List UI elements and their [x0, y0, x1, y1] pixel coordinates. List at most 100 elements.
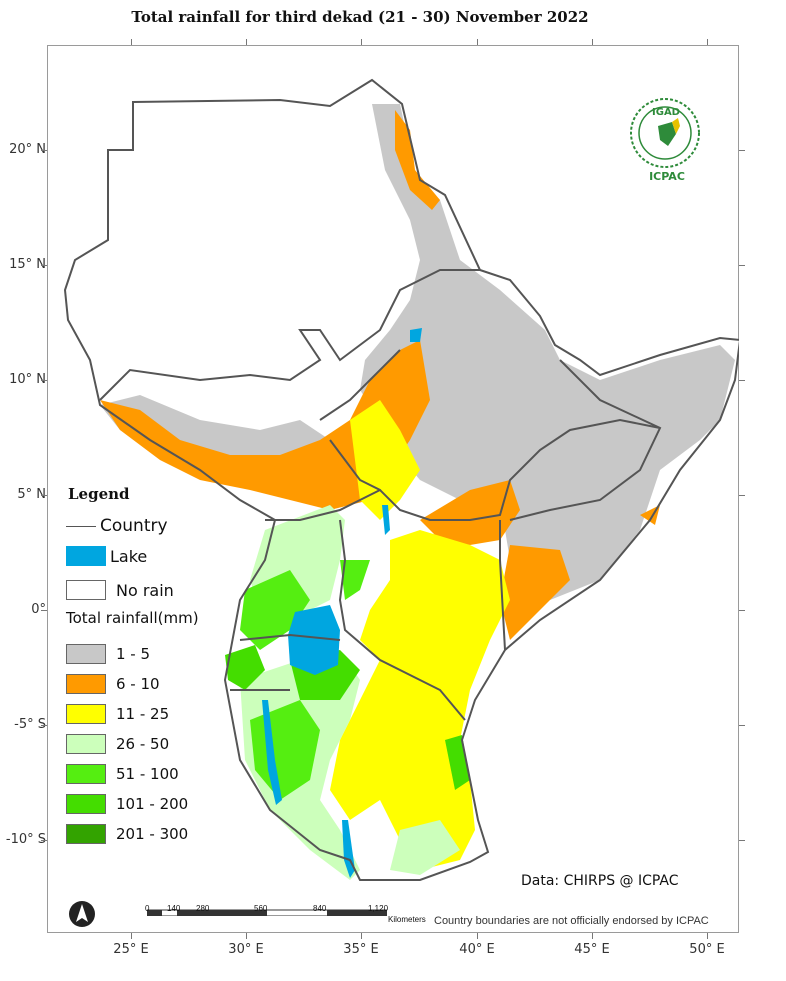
lake-victoria	[288, 605, 340, 675]
legend-swatch	[66, 704, 106, 724]
lat-label-5s: -5° S	[14, 717, 46, 732]
tick	[739, 840, 745, 841]
legend-class-row: 1 - 5	[66, 643, 150, 665]
rain-class-11-25	[330, 530, 510, 870]
border	[265, 489, 381, 521]
rain-class-51-100	[240, 570, 310, 650]
tick	[739, 380, 745, 381]
lon-label-45e: 45° E	[574, 942, 610, 957]
lake-tana	[410, 328, 422, 342]
rain-class-1-5	[360, 104, 735, 600]
scale-tick: 140	[167, 904, 181, 913]
rain-class-26-50	[390, 820, 460, 875]
legend-swatch	[66, 734, 106, 754]
lat-label-10s: -10° S	[5, 832, 46, 847]
rain-class-6-10	[100, 340, 430, 510]
legend-rainfall-title: Total rainfall(mm)	[66, 609, 199, 627]
rain-class-6-10	[500, 545, 570, 640]
border	[239, 633, 341, 641]
tick	[41, 610, 47, 611]
legend-class-label: 1 - 5	[116, 645, 151, 663]
rain-class-6-10	[395, 110, 440, 210]
legend-no-rain-label: No rain	[116, 580, 174, 600]
rain-class-6-10	[420, 480, 520, 545]
lat-label-20n: 20° N	[9, 142, 46, 157]
tick	[739, 610, 745, 611]
map-frame	[47, 45, 739, 933]
border	[319, 349, 401, 421]
lat-label-5n: 5° N	[17, 487, 46, 502]
border	[338, 519, 466, 721]
north-arrow-icon	[69, 901, 95, 927]
scale-bar	[147, 909, 387, 916]
country-borders	[63, 78, 739, 881]
legend-class-row: 26 - 50	[66, 733, 169, 755]
rain-class-101-200	[225, 645, 265, 690]
legend-class-row: 51 - 100	[66, 763, 179, 785]
legend-class-label: 51 - 100	[116, 765, 179, 783]
scale-tick: 0	[145, 904, 150, 913]
map-title: Total rainfall for third dekad (21 - 30)…	[131, 8, 589, 26]
legend-swatch	[66, 644, 106, 664]
tick	[131, 39, 132, 45]
tick	[41, 495, 47, 496]
tick	[361, 39, 362, 45]
legend-country-label: Country	[100, 516, 168, 536]
lat-label-10n: 10° N	[9, 372, 46, 387]
scale-tick: 560	[254, 904, 268, 913]
border	[99, 269, 480, 401]
lon-label-50e: 50° E	[689, 942, 725, 957]
legend-class-label: 6 - 10	[116, 675, 160, 693]
tick	[246, 933, 247, 939]
legend-lake-label: Lake	[110, 546, 148, 566]
tick	[41, 725, 47, 726]
border	[499, 520, 506, 651]
scale-tick: 1,120	[368, 904, 389, 913]
legend-swatch	[66, 794, 106, 814]
legend-swatch	[66, 824, 106, 844]
legend-swatch	[66, 674, 106, 694]
legend-class-row: 6 - 10	[66, 673, 160, 695]
tick	[41, 265, 47, 266]
legend-class-label: 101 - 200	[116, 795, 189, 813]
no-rain-swatch	[66, 580, 106, 600]
border	[63, 78, 739, 881]
tick	[41, 150, 47, 151]
lon-label-30e: 30° E	[228, 942, 264, 957]
scale-unit: Kilometers	[388, 915, 426, 924]
tick	[246, 39, 247, 45]
legend-lake: Lake	[66, 545, 147, 567]
legend-class-label: 26 - 50	[116, 735, 170, 753]
tick	[707, 39, 708, 45]
igad-logo	[630, 98, 700, 168]
tick	[739, 150, 745, 151]
tick	[592, 39, 593, 45]
legend-title: Legend	[68, 485, 130, 503]
tick	[361, 933, 362, 939]
logo-sub: ICPAC	[649, 170, 685, 183]
lon-label-35e: 35° E	[343, 942, 379, 957]
data-source: Data: CHIRPS @ ICPAC	[521, 873, 679, 889]
scale-tick: 840	[313, 904, 327, 913]
rain-class-51-100	[340, 560, 370, 600]
tick	[131, 933, 132, 939]
legend-class-row: 11 - 25	[66, 703, 169, 725]
logo-org: IGAD	[652, 107, 680, 118]
legend-country: Country	[66, 515, 168, 537]
border	[509, 359, 662, 521]
legend-swatch	[66, 764, 106, 784]
country-line-icon	[66, 525, 96, 527]
lake-swatch	[66, 546, 106, 566]
scale-tick: 280	[196, 904, 210, 913]
legend-class-row: 201 - 300	[66, 823, 188, 845]
lake-turkana	[382, 505, 390, 535]
lat-label-15n: 15° N	[9, 257, 46, 272]
tick	[739, 265, 745, 266]
legend-class-label: 201 - 300	[116, 825, 189, 843]
lon-label-40e: 40° E	[459, 942, 495, 957]
legend-class-row: 101 - 200	[66, 793, 188, 815]
tick	[592, 933, 593, 939]
rain-class-11-25	[350, 400, 420, 520]
lat-label-0: 0°	[31, 602, 46, 617]
tick	[477, 39, 478, 45]
